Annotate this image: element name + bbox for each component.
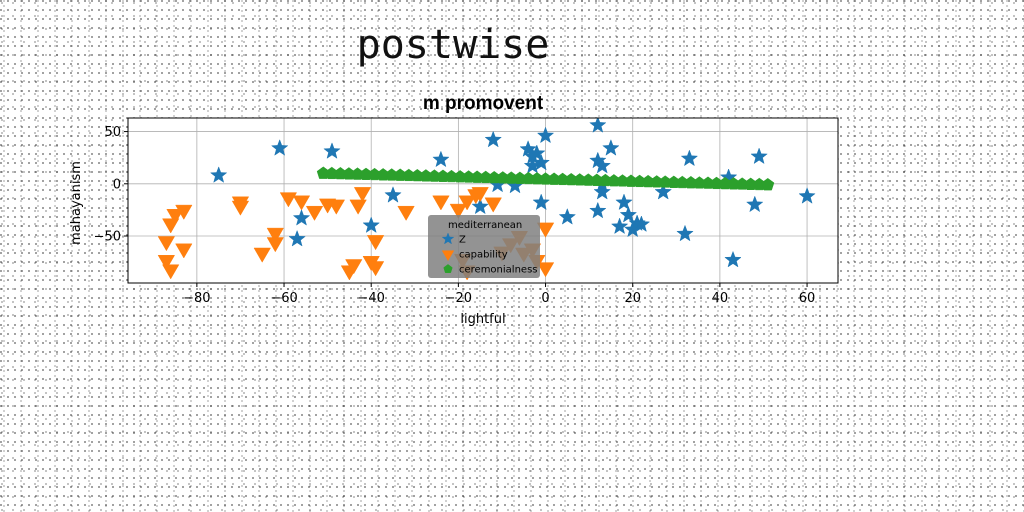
x-tick-label: 0 bbox=[541, 291, 549, 306]
point-z bbox=[362, 216, 380, 233]
legend-marker-z bbox=[441, 232, 455, 245]
point-z bbox=[432, 150, 450, 168]
point-z bbox=[654, 182, 672, 200]
point-capability bbox=[349, 199, 367, 215]
x-tick-label: 20 bbox=[624, 291, 641, 306]
point-z bbox=[589, 118, 607, 133]
point-z bbox=[593, 156, 611, 174]
point-z bbox=[323, 142, 341, 159]
point-z bbox=[680, 149, 699, 167]
point-z bbox=[676, 224, 694, 242]
point-z bbox=[602, 139, 620, 156]
point-z bbox=[288, 229, 306, 247]
point-ceremonialness bbox=[761, 177, 775, 191]
y-tick-label: 0 bbox=[113, 177, 121, 192]
point-capability bbox=[471, 187, 489, 203]
point-z bbox=[589, 201, 607, 219]
point-capability bbox=[292, 195, 311, 211]
y-tick-label: 50 bbox=[104, 125, 121, 140]
legend-label-z: Z bbox=[459, 235, 466, 246]
x-tick-label: −40 bbox=[357, 291, 384, 306]
point-capability bbox=[157, 236, 176, 252]
x-axis-label: lightful bbox=[460, 312, 505, 327]
legend-box bbox=[428, 215, 540, 278]
x-tick-label: −80 bbox=[183, 291, 210, 306]
point-z bbox=[632, 215, 651, 232]
point-z bbox=[798, 187, 816, 204]
point-capability bbox=[253, 247, 271, 263]
point-z bbox=[615, 193, 633, 211]
x-tick-label: −60 bbox=[270, 291, 297, 306]
point-z bbox=[619, 205, 638, 223]
point-z bbox=[292, 209, 311, 226]
point-capability bbox=[279, 192, 298, 208]
point-z bbox=[519, 140, 537, 157]
point-capability bbox=[432, 195, 450, 211]
point-capability bbox=[157, 255, 176, 270]
x-tick-label: 60 bbox=[799, 291, 816, 306]
point-capability bbox=[536, 222, 555, 238]
point-capability bbox=[231, 200, 250, 216]
legend-title: mediterranean bbox=[448, 220, 522, 231]
chart-title: m promovent bbox=[423, 93, 544, 114]
legend-marker-ceremonialness bbox=[443, 264, 453, 273]
point-z bbox=[750, 147, 768, 165]
y-axis-label: mahayanism bbox=[69, 161, 84, 245]
page-title: postwise bbox=[356, 22, 550, 68]
point-z bbox=[270, 139, 289, 156]
x-tick-label: −20 bbox=[445, 291, 472, 306]
point-z bbox=[536, 126, 555, 144]
legend-marker-capability bbox=[441, 250, 455, 262]
point-z bbox=[532, 193, 550, 211]
point-z bbox=[528, 144, 546, 161]
point-z bbox=[484, 130, 502, 148]
point-capability bbox=[484, 197, 502, 213]
legend-label-capability: capability bbox=[459, 250, 508, 261]
point-z bbox=[532, 153, 550, 171]
point-capability bbox=[166, 209, 184, 225]
point-z bbox=[610, 217, 629, 235]
point-z bbox=[724, 250, 742, 268]
point-z bbox=[746, 195, 764, 213]
point-z bbox=[209, 166, 228, 183]
point-z bbox=[471, 197, 489, 215]
x-tick-label: 40 bbox=[712, 291, 729, 306]
point-capability bbox=[266, 227, 284, 243]
point-z bbox=[384, 186, 402, 203]
point-capability bbox=[327, 199, 346, 215]
y-tick-label: −50 bbox=[94, 230, 121, 245]
point-capability bbox=[305, 205, 324, 221]
point-capability bbox=[345, 259, 363, 275]
point-capability bbox=[366, 261, 385, 277]
point-capability bbox=[162, 264, 180, 280]
point-z bbox=[558, 207, 577, 225]
point-z bbox=[593, 182, 611, 200]
point-capability bbox=[266, 237, 284, 253]
point-capability bbox=[449, 203, 468, 219]
legend-label-ceremonialness: ceremonialness bbox=[459, 265, 538, 276]
point-capability bbox=[366, 235, 385, 251]
point-capability bbox=[353, 187, 372, 203]
plot-frame bbox=[127, 117, 839, 284]
point-capability bbox=[536, 262, 555, 278]
point-capability bbox=[458, 195, 476, 211]
point-capability bbox=[175, 204, 193, 220]
axis-ticks: −80 −60 −40 −20 0 20 40 60 −50 0 50 bbox=[94, 125, 816, 306]
point-capability bbox=[175, 243, 193, 259]
point-capability bbox=[397, 205, 415, 221]
